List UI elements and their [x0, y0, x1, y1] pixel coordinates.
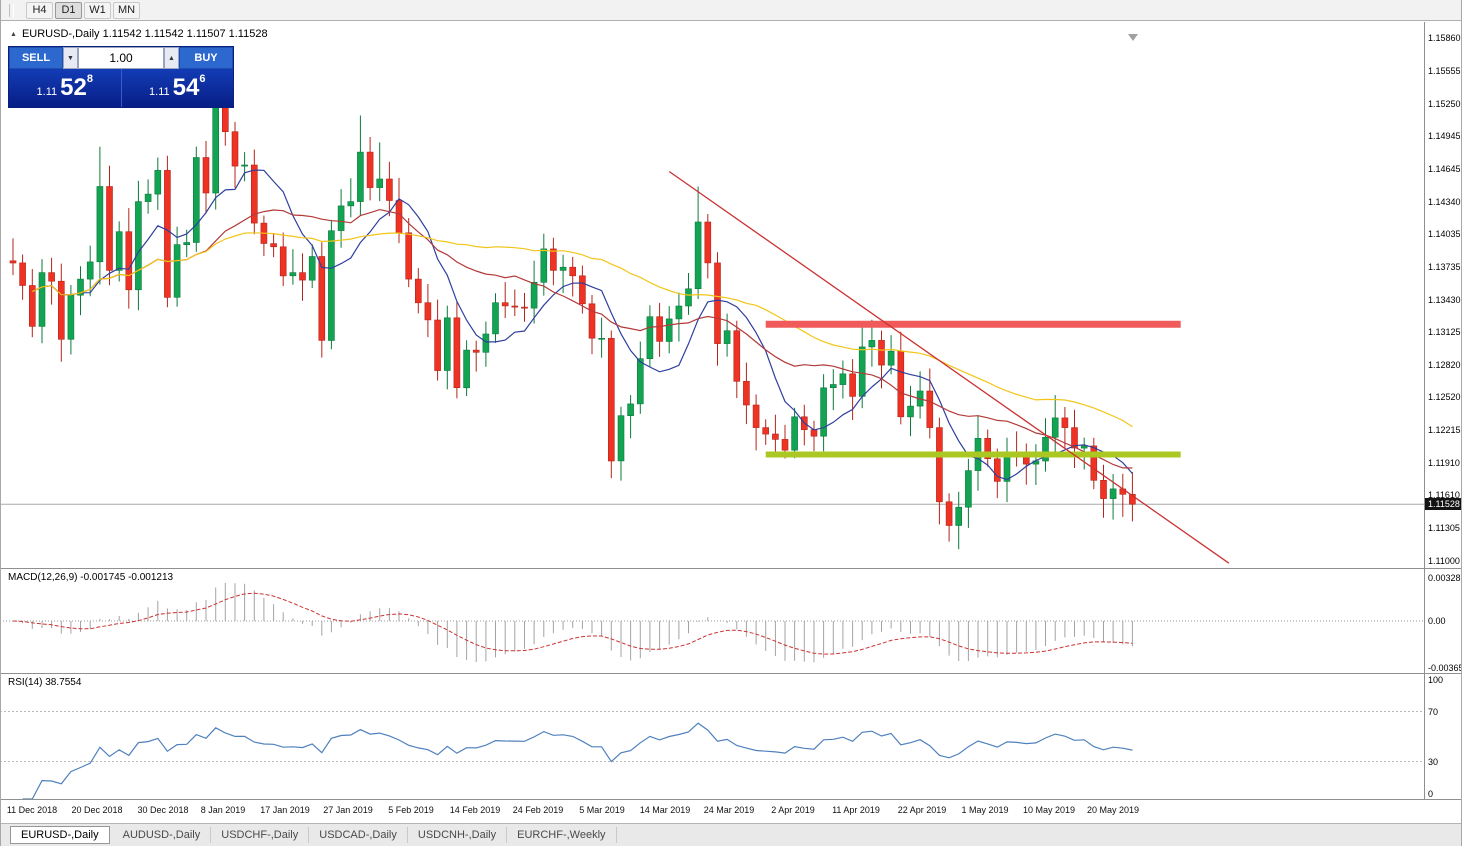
timeframe-button-w1[interactable]: W1	[84, 1, 111, 19]
date-axis-label: 11 Apr 2019	[832, 805, 880, 815]
window-left-edge	[0, 0, 1, 846]
price-scale-label: 1.11305	[1428, 523, 1460, 533]
macd-scale-label: 0.003287	[1428, 573, 1462, 583]
macd-indicator-panel: MACD(12,26,9) -0.001745 -0.001213	[0, 569, 1424, 673]
price-scale-label: 1.13735	[1428, 262, 1461, 272]
chart-shift-marker-icon	[1128, 34, 1138, 41]
date-axis-label: 24 Feb 2019	[512, 805, 564, 815]
price-scale-label: 1.12520	[1428, 392, 1461, 402]
timeframe-button-h4[interactable]: H4	[26, 1, 53, 19]
sell-price-display[interactable]: 1.11 52 8	[9, 69, 121, 107]
macd-canvas[interactable]	[0, 569, 1424, 673]
price-scale-border	[1424, 22, 1425, 800]
date-axis-label: 14 Feb 2019	[449, 805, 501, 815]
date-axis-label: 10 May 2019	[1022, 805, 1076, 815]
rsi-scale-label: 0	[1428, 789, 1434, 799]
symbol-arrow-icon: ▲	[10, 30, 17, 38]
sell-price-big: 52	[60, 74, 87, 101]
price-scale-label: 1.13125	[1428, 327, 1461, 337]
date-axis-label: 5 Feb 2019	[388, 805, 434, 815]
buy-price-pipette: 6	[199, 73, 206, 85]
rsi-label: RSI(14) 38.7554	[8, 677, 82, 688]
one-click-trade-panel: SELL ▼ ▲ BUY 1.11 52 8 1.11 54 6	[8, 46, 234, 108]
rsi-scale-label: 100	[1428, 675, 1444, 685]
chart-tab-usdchf-daily[interactable]: USDCHF-,Daily	[211, 827, 310, 843]
date-axis-label: 1 May 2019	[961, 805, 1009, 815]
panel-divider[interactable]	[0, 799, 1462, 800]
chart-tab-usdcnh-daily[interactable]: USDCNH-,Daily	[408, 827, 508, 843]
macd-scale-label: -0.00365	[1428, 663, 1462, 673]
chart-tab-audusd-daily[interactable]: AUDUSD-,Daily	[113, 827, 212, 843]
chart-tab-bar: EURUSD-,Daily AUDUSD-,Daily USDCHF-,Daily U…	[0, 823, 1462, 846]
sell-button[interactable]: SELL	[9, 47, 63, 69]
volume-decrease-button[interactable]: ▼	[63, 47, 78, 69]
date-axis-label: 11 Dec 2018	[6, 805, 58, 815]
macd-scale-label: 0.00	[1428, 616, 1446, 626]
buy-price-display[interactable]: 1.11 54 6	[122, 69, 234, 107]
buy-button[interactable]: BUY	[179, 47, 233, 69]
price-scale-label: 1.14035	[1428, 229, 1461, 239]
price-scale-label: 1.12820	[1428, 360, 1461, 370]
current-price-badge: 1.11528	[1425, 498, 1462, 510]
price-scale-label: 1.14945	[1428, 131, 1461, 141]
timeframe-toolbar: H4 D1 W1 MN	[0, 0, 1462, 21]
buy-price-prefix: 1.11	[149, 85, 170, 98]
date-axis-label: 20 Dec 2018	[71, 805, 123, 815]
chart-ohlc-text: EURUSD-,Daily 1.11542 1.11542 1.11507 1.…	[21, 28, 268, 40]
trade-panel-divider	[120, 69, 122, 107]
timeframe-button-d1[interactable]: D1	[55, 1, 82, 19]
price-chart-area: ▲ EURUSD-,Daily 1.11542 1.11542 1.11507 …	[0, 22, 1424, 568]
price-scale-label: 1.11610	[1428, 490, 1460, 500]
price-scale-label: 1.12215	[1428, 425, 1461, 435]
price-scale-label: 1.11000	[1428, 556, 1460, 566]
rsi-canvas[interactable]	[0, 674, 1424, 799]
date-axis-label: 8 Jan 2019	[200, 805, 246, 815]
buy-price-big: 54	[172, 74, 200, 101]
sell-price-prefix: 1.11	[36, 85, 58, 98]
toolbar-grip-handle[interactable]	[9, 4, 14, 17]
price-scale-label: 1.15250	[1428, 99, 1461, 109]
timeframe-button-mn[interactable]: MN	[113, 1, 141, 19]
volume-input[interactable]	[78, 47, 164, 69]
panel-divider[interactable]	[0, 673, 1462, 674]
date-axis-label: 17 Jan 2019	[260, 805, 310, 815]
date-axis-label: 20 May 2019	[1086, 805, 1140, 815]
price-scale-label: 1.15860	[1428, 33, 1461, 43]
date-axis-label: 5 Mar 2019	[579, 805, 625, 815]
chart-tab-usdcad-daily[interactable]: USDCAD-,Daily	[309, 827, 408, 843]
chart-tab-eurchf-weekly[interactable]: EURCHF-,Weekly	[507, 827, 617, 843]
price-scale-label: 1.14645	[1428, 164, 1461, 174]
price-scale-label: 1.15555	[1428, 66, 1461, 76]
rsi-scale-label: 30	[1428, 757, 1439, 767]
date-axis-label: 24 Mar 2019	[703, 805, 755, 815]
chart-tab-eurusd-daily[interactable]: EURUSD-,Daily	[10, 826, 110, 844]
date-axis-label: 30 Dec 2018	[137, 805, 189, 815]
price-scale-label: 1.13430	[1428, 295, 1461, 305]
volume-increase-button[interactable]: ▲	[164, 47, 179, 69]
date-axis-label: 14 Mar 2019	[639, 805, 691, 815]
date-axis-label: 27 Jan 2019	[323, 805, 373, 815]
price-scale[interactable]: 1.15860 1.15555 1.15250 1.14945 1.14645 1.143…	[1425, 22, 1462, 800]
time-scale[interactable]: 11 Dec 2018 20 Dec 2018 30 Dec 2018 8 Jan 2…	[0, 800, 1424, 822]
chart-ohlc-header: ▲ EURUSD-,Daily 1.11542 1.11542 1.11507 …	[10, 28, 268, 40]
price-scale-label: 1.14340	[1428, 197, 1461, 207]
macd-label: MACD(12,26,9) -0.001745 -0.001213	[8, 572, 174, 583]
date-axis-label: 22 Apr 2019	[897, 805, 947, 815]
panel-divider[interactable]	[0, 568, 1462, 569]
rsi-scale-label: 70	[1428, 707, 1439, 717]
price-chart-canvas[interactable]	[0, 22, 1424, 568]
sell-price-pipette: 8	[86, 73, 93, 85]
rsi-indicator-panel: RSI(14) 38.7554	[0, 674, 1424, 799]
price-scale-label: 1.11910	[1428, 458, 1460, 468]
date-axis-label: 2 Apr 2019	[771, 805, 815, 815]
